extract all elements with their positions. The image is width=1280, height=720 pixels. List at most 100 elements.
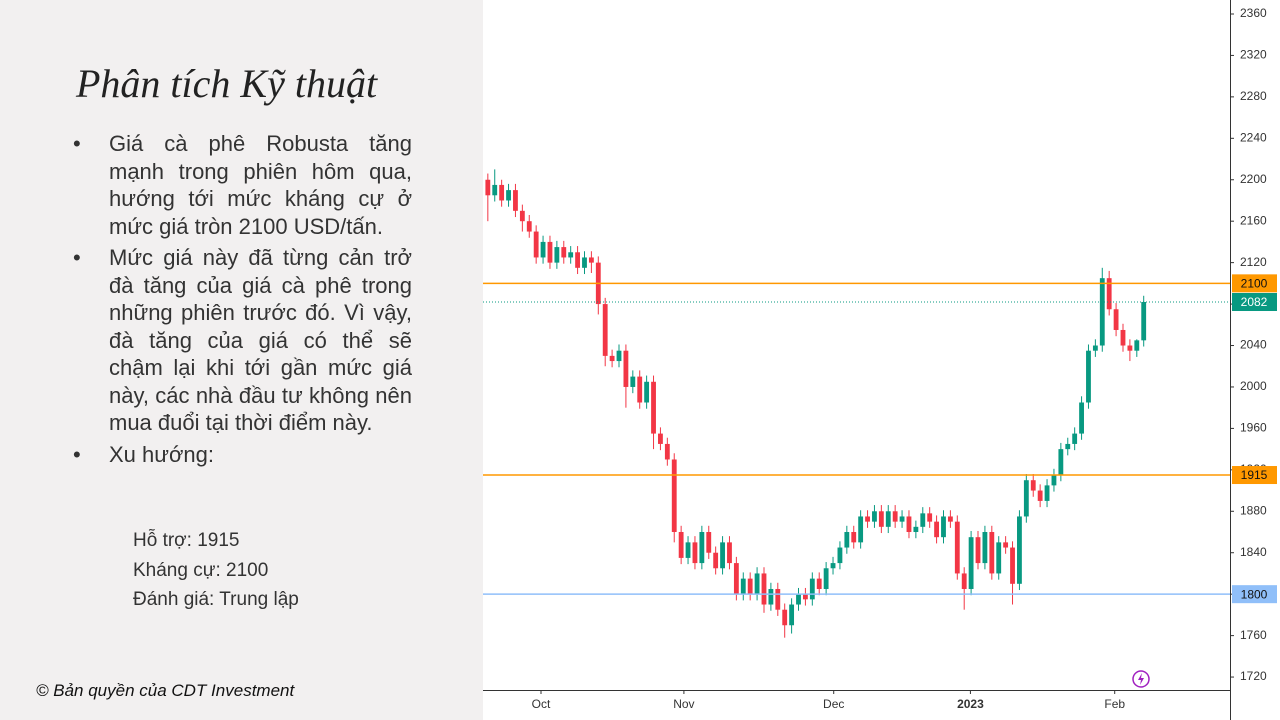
candle-body: [851, 532, 857, 543]
candle-body: [1058, 449, 1064, 476]
candle-body: [775, 588, 781, 610]
candle-body: [989, 532, 995, 574]
x-tick-label: Nov: [673, 697, 694, 711]
candle-body: [692, 542, 698, 564]
candle-body: [789, 604, 795, 626]
candle-body: [506, 190, 511, 201]
candle-body: [699, 532, 705, 564]
y-tick-label: 2240: [1240, 130, 1267, 144]
bullet: Mức giá này đã từng cản trở đà tăng của …: [73, 244, 412, 437]
candle-body: [664, 443, 670, 460]
candle-body: [678, 532, 684, 558]
candle-body: [1086, 350, 1091, 403]
text-panel: Phân tích Kỹ thuật Giá cà phê Robusta tă…: [0, 0, 483, 720]
candle-body: [492, 184, 498, 196]
x-tick-label: Oct: [532, 697, 551, 711]
copyright: © Bản quyền của CDT Investment: [36, 681, 295, 700]
candle-body: [996, 542, 1002, 574]
candle-body: [1079, 402, 1084, 434]
y-tick-label: 2320: [1240, 48, 1267, 62]
candle-body: [941, 516, 946, 538]
candle-body: [1030, 480, 1036, 491]
candle-body: [485, 179, 491, 196]
candle-body: [906, 516, 912, 533]
candle-body: [582, 257, 587, 268]
last-price-box: [1232, 293, 1277, 312]
lightning-icon[interactable]: [1132, 670, 1150, 688]
candle-body: [830, 563, 836, 569]
level-label-box: [1232, 274, 1277, 293]
candle-body: [499, 184, 505, 201]
y-tick-label: 2280: [1240, 89, 1267, 103]
candle-body: [796, 594, 801, 605]
level-label: 2100: [1241, 277, 1268, 291]
candle-body: [1017, 516, 1022, 584]
candle-body: [1134, 340, 1140, 351]
candle-body: [1044, 485, 1050, 501]
candle-body: [602, 304, 608, 356]
candle-body: [1113, 309, 1119, 330]
candle-body: [899, 516, 905, 522]
candle-body: [547, 241, 553, 263]
y-tick-label: 2160: [1240, 213, 1267, 227]
y-tick-label: 1960: [1240, 421, 1267, 435]
x-tick-label: 2023: [957, 697, 984, 711]
candle-body: [913, 526, 919, 533]
y-tick-label: 1720: [1240, 669, 1267, 683]
candle-body: [782, 609, 788, 626]
candle-body: [671, 459, 677, 533]
candle-body: [513, 190, 518, 211]
candle-body: [934, 521, 940, 538]
candle-body: [1023, 480, 1029, 517]
chart-background: [483, 0, 1280, 720]
candle-body: [961, 573, 967, 589]
candle-body: [630, 376, 636, 387]
candle-body: [616, 350, 622, 362]
candle-body: [947, 516, 953, 522]
candle-body: [1037, 490, 1043, 501]
candle-body: [526, 221, 532, 232]
y-tick-label: 1880: [1240, 503, 1267, 517]
sub-item: Hỗ trợ: 1915: [133, 530, 240, 551]
candle-body: [644, 381, 650, 403]
candle-body: [858, 516, 864, 543]
candle-body: [588, 257, 594, 263]
candle-body: [533, 231, 539, 258]
candle-body: [816, 578, 822, 589]
candle-body: [920, 513, 926, 527]
candle-body: [878, 511, 884, 527]
candle-body: [809, 578, 815, 600]
candle-body: [1127, 345, 1133, 351]
candle-body: [802, 594, 808, 600]
candle-body: [658, 433, 663, 444]
candle-body: [637, 376, 643, 403]
x-tick-label: Dec: [823, 697, 844, 711]
y-tick-label: 2200: [1240, 172, 1267, 186]
candle-body: [554, 247, 560, 263]
candle-body: [982, 532, 988, 564]
sub-list: Hỗ trợ: 1915 Kháng cự: 2100 Đánh giá: Tr…: [133, 526, 299, 615]
y-tick-label: 2000: [1240, 379, 1267, 393]
candle-body: [720, 542, 725, 569]
candle-body: [768, 588, 774, 605]
candle-body: [837, 547, 843, 564]
sub-item: Đánh giá: Trung lập: [133, 589, 299, 610]
bullet-list: Giá cà phê Robusta tăng mạnh trong phiên…: [73, 130, 412, 472]
y-tick-label: 2040: [1240, 338, 1267, 352]
last-price-label: 2082: [1241, 295, 1268, 309]
candle-body: [865, 516, 870, 522]
candle-body: [1092, 345, 1098, 351]
bullet: Giá cà phê Robusta tăng mạnh trong phiên…: [73, 130, 412, 240]
candle-body: [651, 381, 656, 434]
candle-body: [844, 532, 850, 548]
candle-body: [1010, 547, 1015, 584]
candle-body: [892, 511, 898, 522]
candle-body: [885, 511, 891, 527]
bullet: Xu hướng:: [73, 441, 412, 469]
lightning-glyph: [1138, 673, 1144, 685]
candle-body: [823, 568, 829, 589]
candle-body: [713, 552, 719, 569]
candle-body: [685, 542, 691, 558]
